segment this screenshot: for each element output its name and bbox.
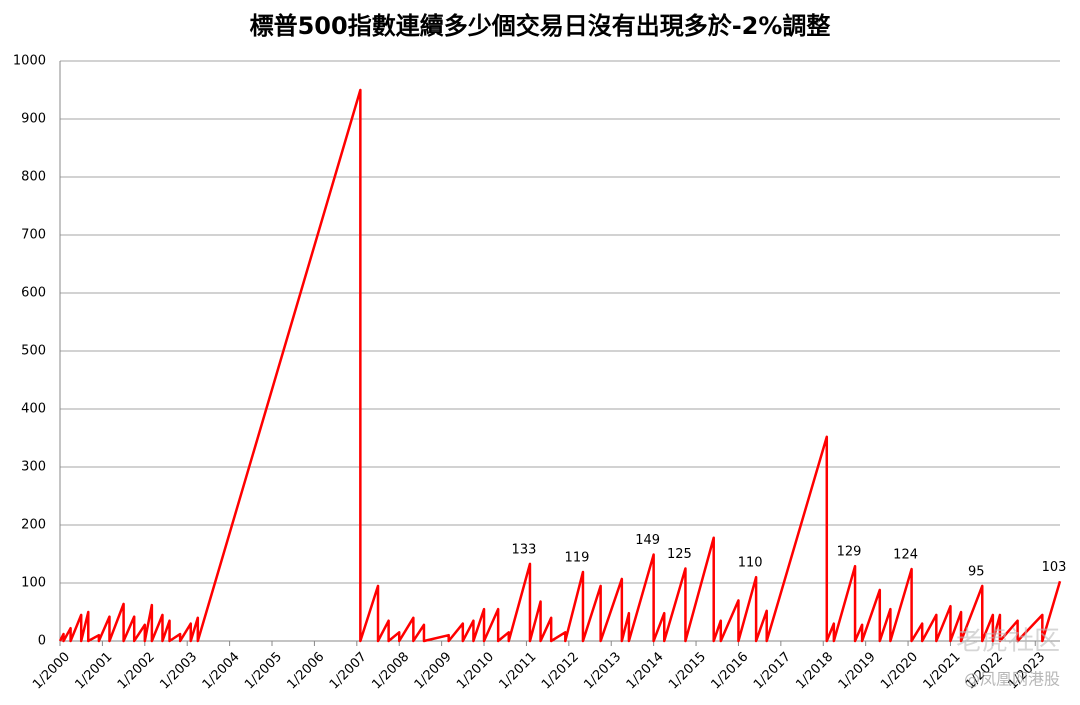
data-label: 95 — [968, 564, 985, 579]
data-label: 124 — [893, 548, 918, 563]
data-label: 129 — [837, 545, 862, 560]
y-tick-label: 800 — [21, 170, 46, 185]
data-label: 110 — [738, 556, 763, 571]
y-tick-label: 1000 — [13, 54, 46, 69]
y-tick-label: 700 — [21, 228, 46, 243]
y-tick-label: 100 — [21, 576, 46, 591]
watermark: 老虎社区 — [956, 627, 1060, 657]
chart-title: 標普500指數連續多少個交易日沒有出現多於-2%調整 — [250, 12, 831, 40]
data-label: 119 — [565, 550, 590, 565]
data-label: 125 — [667, 547, 692, 562]
y-tick-label: 400 — [21, 402, 46, 417]
y-tick-label: 300 — [21, 460, 46, 475]
data-label: 103 — [1042, 560, 1067, 575]
y-tick-label: 900 — [21, 112, 46, 127]
data-label: 149 — [635, 533, 660, 548]
data-line — [58, 88, 1062, 643]
y-tick-label: 0 — [38, 634, 46, 649]
y-tick-label: 500 — [21, 344, 46, 359]
y-tick-label: 600 — [21, 286, 46, 301]
y-tick-label: 200 — [21, 518, 46, 533]
data-label: 133 — [512, 542, 537, 557]
watermark: @凤凰网港股 — [964, 670, 1060, 689]
